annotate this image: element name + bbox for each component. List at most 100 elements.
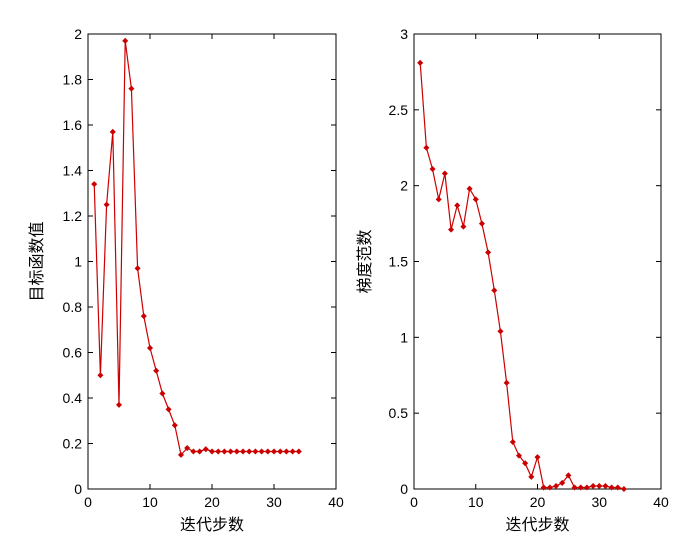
data-point: [258, 448, 265, 455]
y-axis-label: 目标函数值: [27, 221, 46, 301]
data-point: [146, 344, 154, 351]
y-tick-label: 3: [400, 26, 408, 42]
data-point: [491, 287, 498, 294]
data-point: [202, 446, 209, 453]
x-tick-label: 0: [84, 494, 92, 510]
data-point: [590, 482, 597, 489]
data-point: [478, 220, 485, 227]
data-point: [602, 482, 609, 489]
x-tick-label: 20: [204, 494, 220, 510]
x-axis-label: 迭代步数: [180, 515, 244, 534]
data-point: [208, 448, 216, 455]
data-point: [196, 448, 203, 455]
y-tick-label: 1.2: [63, 208, 83, 224]
series-line: [93, 40, 299, 457]
data-point: [190, 448, 197, 455]
data-point: [417, 59, 424, 66]
y-tick-label: 2.5: [389, 102, 409, 118]
data-point: [497, 328, 504, 335]
y-tick-label: 1.6: [63, 117, 83, 133]
data-point: [277, 448, 284, 455]
x-tick-label: 10: [142, 494, 158, 510]
gradient-norm-subplot: 0 10 20 30 40 0 0.5 1 1.5 2 2.5 3 迭代步数 梯度范数: [355, 26, 669, 534]
objective-value-subplot: 0 10 20 30 40 0 0.2 0.4 0.6 0.8 1 1.2 1.4 1.6 1.8 2 迭代步数…: [27, 26, 344, 534]
data-point: [577, 484, 584, 491]
data-point: [608, 484, 615, 491]
data-point: [128, 85, 135, 92]
x-tick-label: 40: [653, 494, 669, 510]
data-point: [153, 367, 160, 374]
y-tick-label: 0.2: [63, 436, 83, 452]
data-point: [134, 265, 141, 272]
data-point: [472, 196, 479, 203]
x-axis-label: 迭代步数: [505, 515, 569, 534]
data-point: [485, 249, 492, 256]
y-tick-label: 0: [400, 481, 408, 497]
data-point: [614, 484, 621, 491]
series-line: [419, 62, 625, 490]
data-point: [546, 484, 553, 491]
data-point: [270, 448, 278, 455]
data-point: [583, 484, 590, 491]
axes-box: [413, 33, 662, 490]
data-point: [509, 438, 516, 446]
y-tick-label: 2: [400, 178, 408, 194]
data-point: [215, 448, 222, 455]
data-point: [553, 482, 560, 489]
y-tick-label: 1: [400, 329, 408, 345]
x-tick-label: 20: [530, 494, 546, 510]
data-point: [122, 37, 129, 44]
data-point: [540, 484, 547, 491]
data-point: [534, 454, 541, 461]
data-point: [460, 223, 467, 230]
data-point: [522, 460, 529, 467]
data-point: [448, 226, 455, 233]
data-point: [103, 201, 110, 208]
data-point: [184, 445, 191, 452]
data-point: [233, 448, 240, 455]
data-point: [159, 390, 166, 397]
x-tick-label: 0: [410, 494, 418, 510]
y-tick-label: 1.5: [389, 254, 409, 270]
data-point: [466, 185, 473, 192]
x-tick-label: 10: [468, 494, 484, 510]
data-point: [596, 482, 603, 489]
data-point: [441, 170, 448, 177]
data-point: [177, 451, 185, 458]
y-tick-label: 1: [74, 254, 82, 270]
y-axis-label: 梯度范数: [355, 229, 374, 293]
data-point: [264, 448, 271, 455]
data-point: [252, 448, 259, 455]
y-tick-label: 0.5: [389, 405, 409, 421]
data-point: [289, 448, 296, 455]
data-point: [620, 485, 627, 493]
data-point: [97, 372, 104, 379]
data-point: [295, 448, 302, 455]
y-tick-label: 0.6: [63, 345, 83, 361]
x-tick-label: 30: [591, 494, 607, 510]
data-point: [503, 379, 510, 386]
y-tick-label: 0: [74, 481, 82, 497]
data-point: [91, 181, 98, 188]
data-point: [227, 448, 234, 455]
y-tick-label: 1.4: [63, 163, 83, 179]
data-point: [109, 128, 116, 135]
y-tick-label: 1.8: [63, 72, 83, 88]
data-point: [528, 473, 535, 480]
data-point: [571, 484, 578, 491]
data-point: [283, 448, 290, 455]
data-point: [565, 472, 572, 479]
y-tick-label: 0.4: [63, 390, 83, 406]
data-point: [171, 422, 178, 429]
x-tick-label: 40: [328, 494, 344, 510]
data-point: [246, 448, 253, 455]
data-point: [239, 448, 247, 455]
data-point: [115, 401, 123, 408]
data-point: [221, 448, 228, 455]
y-tick-label: 0.8: [63, 299, 83, 315]
data-point: [559, 479, 566, 486]
data-point: [435, 196, 442, 203]
data-point: [515, 452, 522, 459]
